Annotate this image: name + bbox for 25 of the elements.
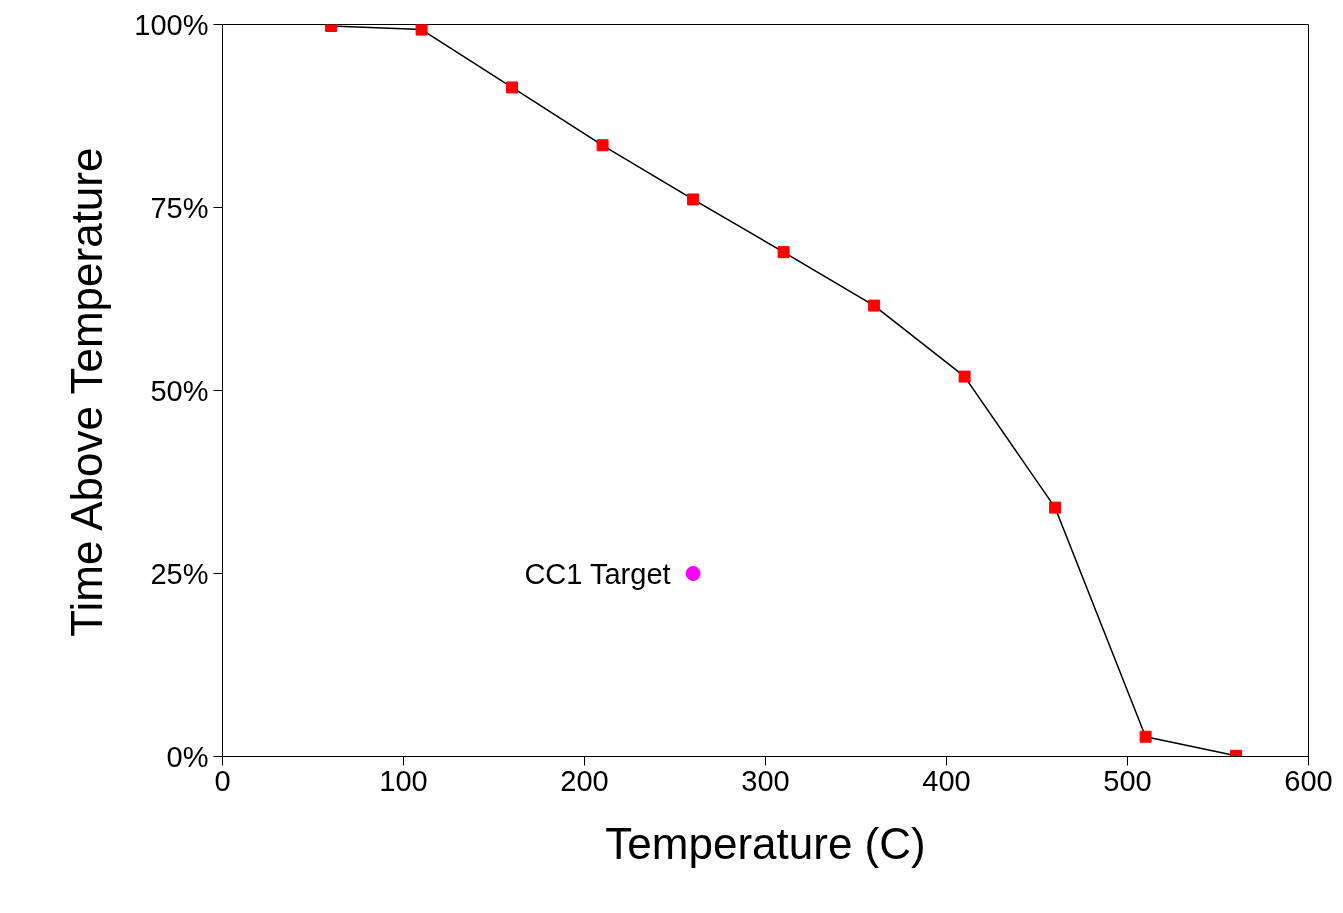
x-axis-title: Temperature (C) (605, 818, 926, 868)
point (1049, 501, 1062, 514)
series-label: CC1 Target (524, 557, 671, 590)
x-tick-label: 200 (560, 764, 609, 797)
point (958, 370, 971, 383)
point (685, 566, 701, 581)
point (506, 81, 519, 94)
point (777, 246, 790, 259)
x-tick-label: 300 (741, 764, 790, 797)
x-tick-label: 600 (1284, 764, 1333, 797)
y-tick-label: 25% (150, 557, 209, 590)
y-tick-label: 75% (150, 191, 209, 224)
y-tick-label: 50% (150, 374, 209, 407)
x-tick-label: 500 (1103, 764, 1152, 797)
y-axis-title: Time Above Temperature (62, 147, 112, 637)
y-tick-label: 100% (134, 8, 209, 41)
point (1139, 730, 1152, 743)
point (687, 193, 700, 206)
y-tick-label: 0% (166, 740, 209, 773)
point (596, 139, 609, 152)
x-tick-label: 0 (214, 764, 231, 797)
x-tick-label: 100 (379, 764, 428, 797)
point (868, 299, 881, 312)
point (415, 24, 428, 36)
x-tick-label: 400 (922, 764, 971, 797)
